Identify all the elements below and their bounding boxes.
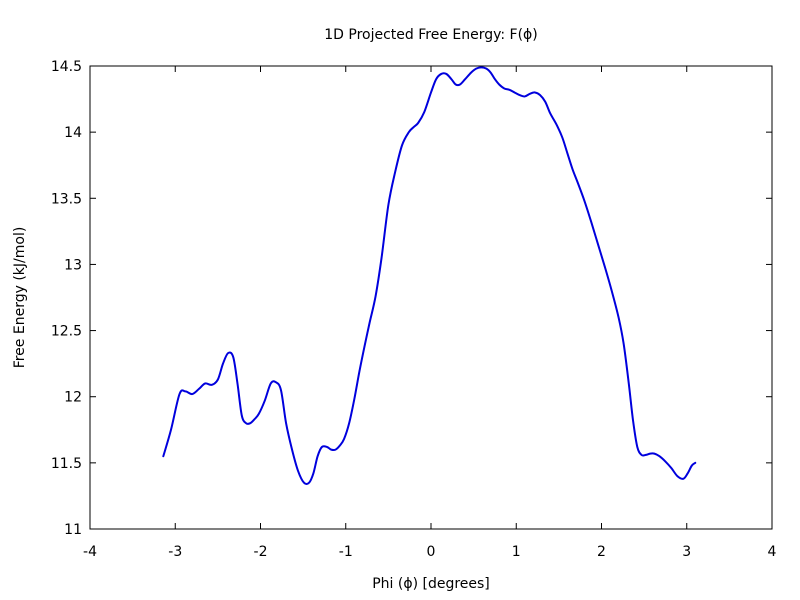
x-tick-label: 1 (512, 544, 521, 560)
y-axis-label: Free Energy (kJ/mol) (12, 227, 28, 369)
x-tick-label: -2 (254, 544, 268, 560)
plot-frame (89, 65, 773, 530)
y-tick-label: 13.5 (51, 191, 82, 207)
chart-title: 1D Projected Free Energy: F(ϕ) (324, 27, 538, 43)
y-tick-labels: 11 11.5 12 12.5 13 13.5 14 14.5 (51, 59, 82, 538)
x-tick-label: 0 (427, 544, 436, 560)
y-tick-label: 12 (64, 390, 82, 406)
y-tick-label: 11 (64, 522, 82, 538)
y-tick-label: 14 (64, 125, 82, 141)
x-tick-label: -4 (83, 544, 97, 560)
x-tick-label: -3 (168, 544, 182, 560)
x-tick-label: 3 (682, 544, 691, 560)
y-tick-label: 14.5 (51, 59, 82, 75)
x-tick-label: 2 (597, 544, 606, 560)
x-tick-label: 4 (768, 544, 777, 560)
y-tick-label: 13 (64, 257, 82, 273)
y-tick-label: 11.5 (51, 456, 82, 472)
y-tick-label: 12.5 (51, 324, 82, 340)
x-tick-label: -1 (339, 544, 353, 560)
series-group (162, 66, 697, 486)
free-energy-line (162, 66, 697, 486)
x-axis-label: Phi (ϕ) [degrees] (372, 576, 490, 592)
x-tick-labels: -4 -3 -2 -1 0 1 2 3 4 (83, 544, 777, 560)
